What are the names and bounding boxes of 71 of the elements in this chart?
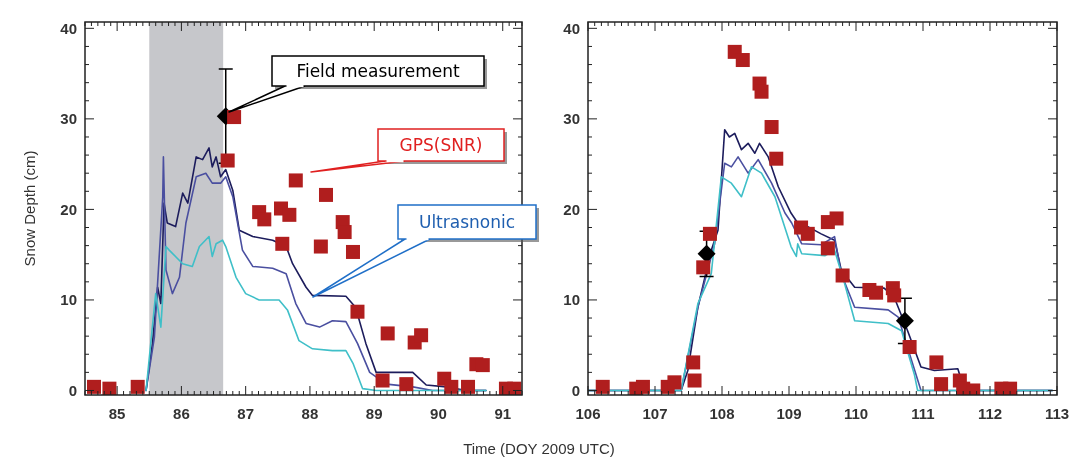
point — [345, 244, 360, 259]
point — [735, 53, 750, 68]
point — [350, 304, 365, 319]
point — [686, 355, 701, 370]
point — [887, 288, 902, 303]
x-tick-label: 86 — [173, 405, 190, 422]
point — [696, 260, 711, 275]
x-tick-label: 85 — [108, 405, 126, 422]
point — [444, 379, 459, 394]
x-axis-title: Time (DOY 2009 UTC) — [463, 440, 615, 457]
point — [902, 340, 917, 355]
x-tick-label: 106 — [575, 405, 601, 422]
point — [754, 84, 769, 99]
point — [929, 355, 944, 370]
x-tick-label: 87 — [237, 405, 255, 422]
point — [869, 285, 884, 300]
point — [375, 373, 390, 388]
x-tick-label: 91 — [494, 405, 512, 422]
y-tick-label: 30 — [563, 110, 580, 128]
y-tick-label: 0 — [571, 381, 580, 399]
x-tick-label: 90 — [430, 405, 447, 422]
point — [282, 207, 297, 222]
point — [475, 358, 490, 373]
y-tick-label: 20 — [60, 200, 77, 218]
point — [769, 151, 784, 166]
text: Ultrasnonic — [418, 211, 516, 232]
x-tick-label: 107 — [642, 405, 668, 422]
y-tick-label: 0 — [68, 381, 77, 399]
x-tick-label: 89 — [365, 405, 383, 422]
y-tick-label: 40 — [60, 19, 77, 37]
x-tick-label: 111 — [911, 405, 935, 422]
x-tick-label: 88 — [301, 405, 319, 422]
point — [227, 110, 242, 125]
point — [380, 326, 395, 341]
point — [257, 212, 272, 227]
y-tick-label: 10 — [60, 291, 77, 309]
point — [275, 236, 290, 251]
point — [220, 153, 235, 168]
point — [414, 328, 429, 343]
point — [687, 373, 702, 388]
x-tick-label: 110 — [843, 405, 869, 422]
text: Field measurement — [296, 60, 460, 81]
point — [835, 268, 850, 283]
point — [702, 226, 717, 241]
point — [399, 377, 414, 392]
text: GPS(SNR) — [399, 134, 483, 155]
point — [934, 377, 949, 392]
point — [130, 379, 145, 394]
point — [288, 173, 303, 188]
point — [337, 225, 352, 240]
x-tick-label: 112 — [977, 405, 1003, 422]
y-tick-label: 10 — [563, 291, 580, 309]
x-tick-label: 109 — [776, 405, 802, 422]
point — [895, 311, 914, 330]
x-tick-label: 108 — [709, 405, 735, 422]
point — [595, 379, 610, 394]
point — [313, 239, 328, 254]
x-tick-label: 113 — [1044, 405, 1070, 422]
point — [697, 244, 716, 263]
point — [318, 187, 333, 202]
y-tick-label: 40 — [563, 19, 580, 37]
point — [764, 120, 779, 135]
y-tick-label: 30 — [60, 110, 77, 128]
point — [635, 379, 650, 394]
point — [461, 379, 476, 394]
y-axis-title: Snow Depth (cm) — [21, 150, 38, 267]
point — [820, 241, 835, 256]
point — [87, 379, 101, 394]
point — [829, 211, 844, 226]
point — [667, 375, 682, 390]
y-tick-label: 20 — [563, 200, 580, 218]
